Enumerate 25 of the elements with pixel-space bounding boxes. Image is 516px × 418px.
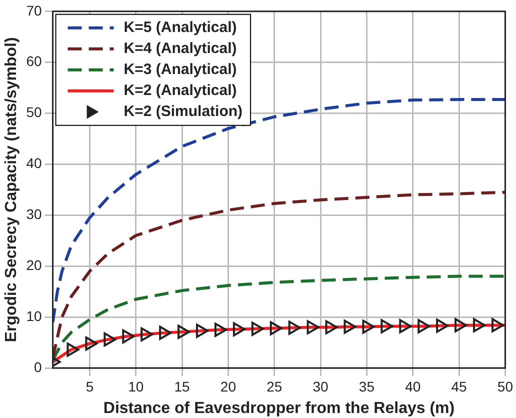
x-tick-label: 20 (220, 378, 236, 394)
y-tick-label: 10 (26, 308, 42, 324)
y-tick-label: 0 (34, 358, 42, 375)
x-tick-label: 35 (358, 378, 375, 394)
x-tick-label: 5 (86, 378, 94, 394)
y-tick-label: 60 (26, 53, 42, 70)
y-tick-label: 50 (26, 104, 42, 120)
x-tick-label: 10 (128, 378, 144, 394)
legend-label: K=5 (Analytical) (124, 19, 237, 36)
legend-label: K=2 (Simulation) (124, 103, 243, 120)
x-tick-label: 40 (405, 378, 421, 394)
legend-label: K=2 (Analytical) (124, 82, 237, 100)
x-tick-label: 25 (266, 378, 282, 394)
x-tick-label: 15 (174, 378, 190, 394)
x-axis-title: Distance of Eavesdropper from the Relays (m) (103, 400, 455, 417)
x-tick-label: 30 (312, 378, 329, 394)
y-tick-label: 30 (26, 206, 42, 222)
y-axis-title: Ergodic Secrecy Capacity (nats/symbol) (3, 37, 20, 342)
x-tick-label: 45 (451, 378, 468, 394)
legend-label: K=4 (Analytical) (124, 40, 237, 58)
x-tick-label: 50 (497, 378, 514, 394)
y-tick-label: 40 (26, 155, 42, 172)
y-tick-label: 70 (26, 2, 42, 18)
legend-label: K=3 (Analytical) (124, 61, 237, 78)
y-tick-label: 20 (26, 256, 42, 273)
